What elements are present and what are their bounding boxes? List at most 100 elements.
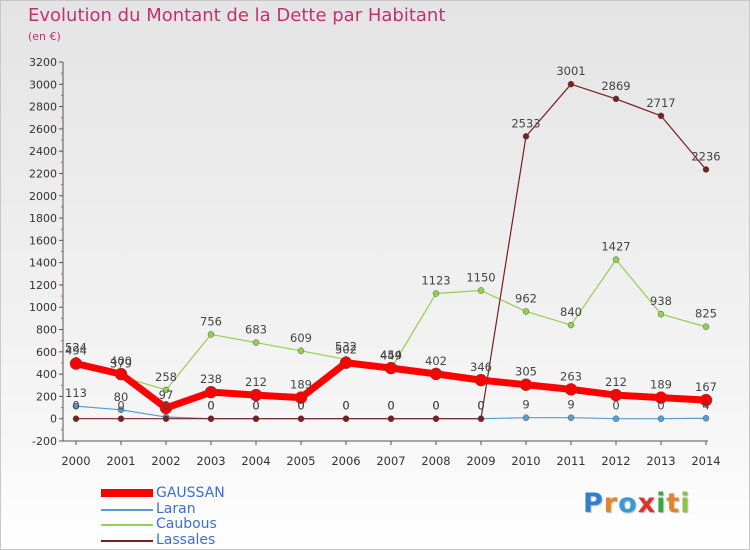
data-label-gaussan: 494 bbox=[65, 344, 87, 358]
logo-letter: r bbox=[603, 488, 619, 519]
data-point-caubous bbox=[612, 256, 620, 263]
data-point-lassales bbox=[387, 415, 395, 422]
data-label-lassales: 0 bbox=[252, 399, 259, 413]
data-label-gaussan: 238 bbox=[200, 372, 222, 386]
chart-subtitle: (en €) bbox=[28, 30, 61, 43]
data-label-laran: 0 bbox=[207, 399, 214, 413]
x-tick-label: 2008 bbox=[421, 454, 450, 468]
data-point-gaussan bbox=[69, 357, 83, 370]
x-tick-label: 2007 bbox=[376, 454, 405, 468]
data-point-caubous bbox=[477, 287, 485, 294]
data-point-caubous bbox=[297, 347, 305, 355]
data-label-lassales: 0 bbox=[117, 399, 124, 413]
y-tick-label: 2600 bbox=[29, 123, 57, 136]
data-label-gaussan: 346 bbox=[470, 360, 492, 374]
data-point-laran bbox=[72, 402, 80, 410]
data-point-gaussan bbox=[114, 367, 128, 381]
y-tick-label: 1800 bbox=[29, 212, 57, 225]
x-tick-label: 2004 bbox=[241, 454, 270, 468]
y-tick-label: 400 bbox=[36, 368, 57, 381]
data-point-lassales bbox=[207, 415, 215, 422]
data-label-gaussan: 167 bbox=[695, 380, 717, 394]
y-tick-label: 1600 bbox=[29, 234, 57, 247]
data-label-caubous: 449 bbox=[380, 349, 402, 363]
legend-label-lassales: Lassales bbox=[156, 531, 216, 548]
logo-letter: P bbox=[583, 488, 604, 519]
x-tick-label: 2010 bbox=[511, 454, 540, 468]
x-tick-label: 2003 bbox=[196, 454, 225, 468]
data-point-gaussan bbox=[654, 391, 668, 404]
data-point-lassales bbox=[522, 133, 530, 140]
data-point-lassales bbox=[252, 415, 260, 422]
data-point-laran bbox=[567, 414, 575, 421]
data-point-caubous bbox=[432, 290, 440, 297]
data-label-caubous: 825 bbox=[695, 307, 717, 321]
y-tick-label: 2200 bbox=[29, 167, 57, 180]
x-tick-label: 2009 bbox=[466, 454, 495, 468]
data-point-lassales bbox=[567, 80, 575, 88]
data-label-caubous: 524 bbox=[65, 340, 87, 354]
legend-swatch-gaussan bbox=[101, 489, 153, 497]
y-tick-label: -200 bbox=[32, 435, 57, 448]
data-label-laran: 0 bbox=[612, 399, 619, 413]
data-point-gaussan bbox=[609, 388, 623, 402]
data-point-lassales bbox=[72, 415, 80, 422]
data-point-caubous bbox=[207, 331, 215, 338]
data-label-lassales: 2717 bbox=[646, 96, 675, 110]
data-label-caubous: 1150 bbox=[466, 271, 495, 285]
data-label-caubous: 258 bbox=[155, 370, 177, 384]
data-point-lassales bbox=[432, 415, 440, 422]
logo-letter: t bbox=[666, 488, 681, 519]
data-label-gaussan: 454 bbox=[380, 348, 402, 362]
data-label-caubous: 532 bbox=[335, 339, 357, 353]
data-point-lassales bbox=[657, 112, 665, 120]
data-label-gaussan: 305 bbox=[515, 365, 537, 379]
logo-letter: x bbox=[637, 488, 657, 519]
data-label-caubous: 938 bbox=[650, 294, 672, 308]
legend-label-caubous: Caubous bbox=[156, 516, 217, 532]
data-label-gaussan: 97 bbox=[159, 388, 174, 402]
y-tick-label: 200 bbox=[36, 390, 57, 403]
data-label-gaussan: 402 bbox=[425, 354, 447, 368]
data-point-lassales bbox=[477, 415, 485, 422]
y-tick-label: 600 bbox=[36, 346, 57, 359]
data-label-laran: 0 bbox=[477, 399, 484, 413]
data-point-gaussan bbox=[339, 356, 353, 369]
data-point-caubous bbox=[522, 308, 530, 315]
x-tick-label: 2002 bbox=[151, 454, 180, 468]
y-tick-label: 3200 bbox=[29, 56, 57, 69]
data-point-lassales bbox=[702, 166, 710, 173]
data-label-laran: 113 bbox=[65, 386, 87, 400]
y-tick-label: 800 bbox=[36, 324, 57, 337]
data-label-caubous: 962 bbox=[515, 291, 537, 305]
data-label-caubous: 683 bbox=[245, 323, 267, 337]
logo-letter: i bbox=[656, 488, 667, 519]
data-point-laran bbox=[702, 415, 710, 422]
x-tick-label: 2006 bbox=[331, 454, 360, 468]
data-label-caubous: 609 bbox=[290, 331, 312, 345]
data-label-caubous: 379 bbox=[110, 356, 132, 370]
legend-swatch-laran bbox=[101, 508, 153, 511]
data-point-lassales bbox=[162, 415, 170, 422]
data-label-gaussan: 212 bbox=[245, 375, 267, 389]
legend-swatch-lassales bbox=[101, 539, 153, 542]
data-point-gaussan bbox=[159, 401, 173, 415]
logo-letter: o bbox=[618, 488, 638, 519]
x-tick-label: 2011 bbox=[556, 454, 585, 468]
data-point-lassales bbox=[342, 415, 350, 422]
data-label-caubous: 1123 bbox=[421, 274, 450, 288]
y-tick-label: 1000 bbox=[29, 301, 57, 314]
data-label-laran: 9 bbox=[522, 398, 529, 412]
data-label-caubous: 1427 bbox=[601, 240, 630, 254]
data-label-caubous: 840 bbox=[560, 305, 582, 319]
y-tick-label: 2000 bbox=[29, 190, 57, 203]
chart-title: Evolution du Montant de la Dette par Hab… bbox=[28, 5, 446, 26]
proxiti-logo: Proxiti bbox=[583, 488, 691, 519]
data-point-gaussan bbox=[474, 373, 488, 387]
data-point-laran bbox=[522, 414, 530, 421]
data-label-lassales: 0 bbox=[477, 399, 484, 413]
data-point-gaussan bbox=[429, 367, 443, 381]
x-tick-label: 2005 bbox=[286, 454, 315, 468]
